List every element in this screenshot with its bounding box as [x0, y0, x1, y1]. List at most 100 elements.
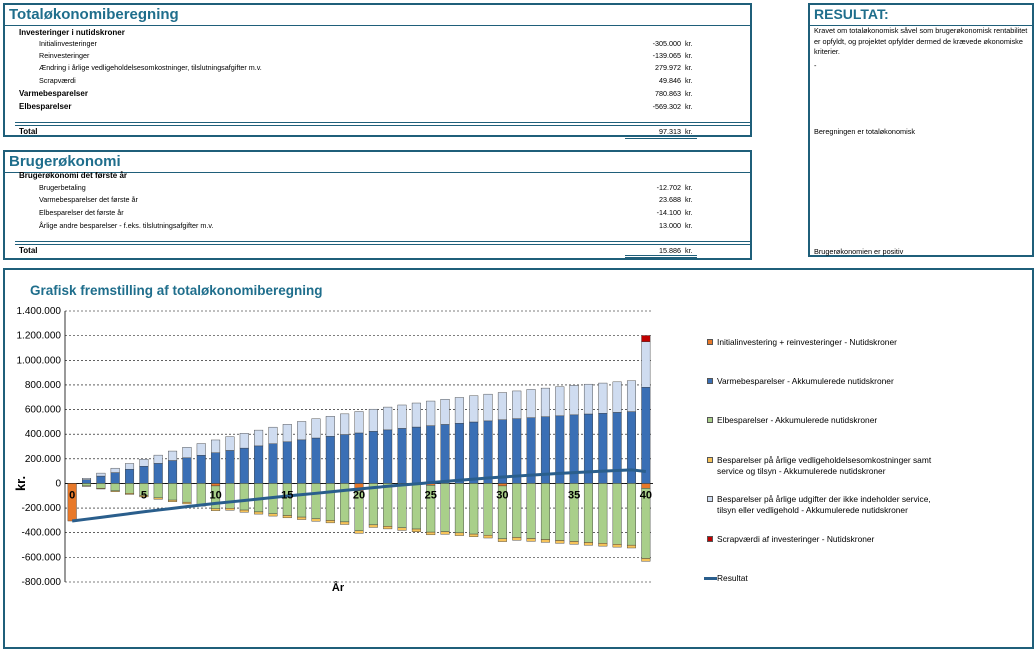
total-sum-unit: kr.	[685, 127, 693, 136]
bar-service	[483, 393, 493, 422]
legend-label-varme: Varmebesparelser - Akkumulerede nutidskr…	[717, 376, 894, 386]
bar-vedl	[497, 538, 507, 542]
bar-vedl	[311, 518, 321, 522]
x-tick-label: 15	[281, 489, 293, 501]
bar-vedl	[512, 537, 522, 541]
bar-el	[397, 483, 407, 528]
y-tick-label: -800.000	[22, 577, 62, 588]
chart-panel: Grafisk fremstilling af totaløkonomibere…	[3, 268, 1034, 649]
bruger-row-label: Varmebesparelser det første år	[39, 195, 138, 204]
bar-service	[469, 395, 479, 423]
bar-service	[397, 404, 407, 429]
y-tick-label: -200.000	[22, 503, 62, 514]
total-row-label: Initialinvesteringer	[39, 39, 97, 48]
bar-vedl	[555, 540, 565, 544]
total-row-label: Reinvesteringer	[39, 51, 90, 60]
legend-item-el: Elbesparelser - Akkumulerede nutidskrone…	[707, 415, 932, 426]
bar-service	[583, 383, 593, 415]
bar-vedl	[440, 531, 450, 535]
bar-varme	[325, 436, 335, 484]
legend-swatch-vedl	[707, 457, 713, 463]
bar-varme	[411, 426, 421, 484]
bar-el	[612, 483, 622, 545]
bar-varme	[196, 455, 206, 484]
bar-vedl	[297, 516, 307, 520]
bar-vedl	[454, 532, 464, 536]
y-tick-label: 400.000	[25, 429, 62, 440]
bruger-row-unit: kr.	[685, 208, 693, 217]
bar-vedl	[239, 509, 249, 513]
total-bold-row-amount: -569.302	[652, 102, 681, 111]
total-panel-title: Totaløkonomiberegning	[9, 6, 179, 23]
bruger-row-unit: kr.	[685, 221, 693, 230]
bar-varme	[268, 443, 278, 484]
x-tick-label: 25	[425, 489, 437, 501]
bruger-section-heading: Brugerøkonomi det første år	[19, 171, 128, 180]
bruger-row-amount: 23.688	[659, 195, 681, 204]
bar-el	[153, 483, 163, 499]
bar-service	[440, 398, 450, 425]
legend-swatch-el	[707, 417, 713, 423]
bar-el	[469, 483, 479, 535]
bar-vedl	[397, 527, 407, 531]
bar-service	[598, 382, 608, 414]
total-row-amount: 279.972	[655, 63, 681, 72]
resultat-title: RESULTAT:	[814, 6, 889, 22]
bar-el	[297, 483, 307, 518]
bar-service	[139, 458, 149, 467]
bruger-sum-amount: 15.886	[659, 246, 681, 255]
total-row-unit: kr.	[685, 63, 693, 72]
bar-vedl	[368, 524, 378, 528]
resultat-title-rule	[810, 25, 1032, 26]
bar-service	[96, 472, 106, 477]
bar-vedl	[526, 538, 536, 542]
bar-varme	[483, 420, 493, 484]
total-row-label: Scrapværdi	[39, 76, 76, 85]
bar-varme	[368, 431, 378, 484]
chart-title: Grafisk fremstilling af totaløkonomibere…	[30, 283, 323, 298]
resultat-note: -	[814, 61, 817, 70]
legend-label-scrap: Scrapværdi af investeringer - Nutidskron…	[717, 534, 875, 544]
bar-service	[641, 341, 651, 388]
x-tick-label: 40	[640, 489, 652, 501]
bar-service	[555, 386, 565, 417]
bar-scrap	[641, 335, 651, 342]
bar-el	[626, 483, 636, 546]
bar-service	[268, 426, 278, 444]
bar-vedl	[168, 499, 178, 502]
bar-service	[454, 397, 464, 424]
bruger-panel-title: Brugerøkonomi	[9, 153, 121, 170]
bar-el	[311, 483, 321, 520]
bar-varme	[254, 445, 264, 484]
y-tick-label: 0	[55, 478, 61, 489]
bar-el	[555, 483, 565, 541]
bar-vedl	[211, 508, 221, 511]
legend-item-resultat: Resultat	[704, 573, 932, 584]
y-tick-label: 800.000	[25, 380, 62, 391]
bar-vedl	[282, 515, 292, 519]
legend-label-vedl: Besparelser på årlige vedligeholdelsesom…	[717, 455, 932, 476]
bar-vedl	[540, 539, 550, 543]
bar-el	[196, 483, 206, 505]
total-sum-label: Total	[19, 127, 38, 136]
bar-vedl	[626, 544, 636, 549]
bar-varme	[354, 432, 364, 484]
x-tick-label: 10	[209, 489, 221, 501]
bar-el	[368, 483, 378, 526]
bar-service	[297, 421, 307, 441]
bar-el	[583, 483, 593, 543]
bruger-row-amount: 13.000	[659, 221, 681, 230]
bar-varme	[125, 469, 135, 484]
bar-service	[211, 439, 221, 453]
bar-varme	[598, 413, 608, 484]
legend-item-varme: Varmebesparelser - Akkumulerede nutidskr…	[707, 376, 932, 387]
bruger-row-label: Årlige andre besparelser - f.eks. tilslu…	[39, 221, 214, 230]
legend-swatch-resultat	[704, 577, 717, 580]
bar-vedl	[139, 495, 149, 498]
bar-vedl	[426, 531, 436, 536]
bar-vedl	[469, 533, 479, 537]
bar-el	[440, 483, 450, 532]
bar-service	[110, 467, 120, 473]
bar-varme	[239, 447, 249, 484]
y-tick-label: -600.000	[22, 552, 62, 563]
